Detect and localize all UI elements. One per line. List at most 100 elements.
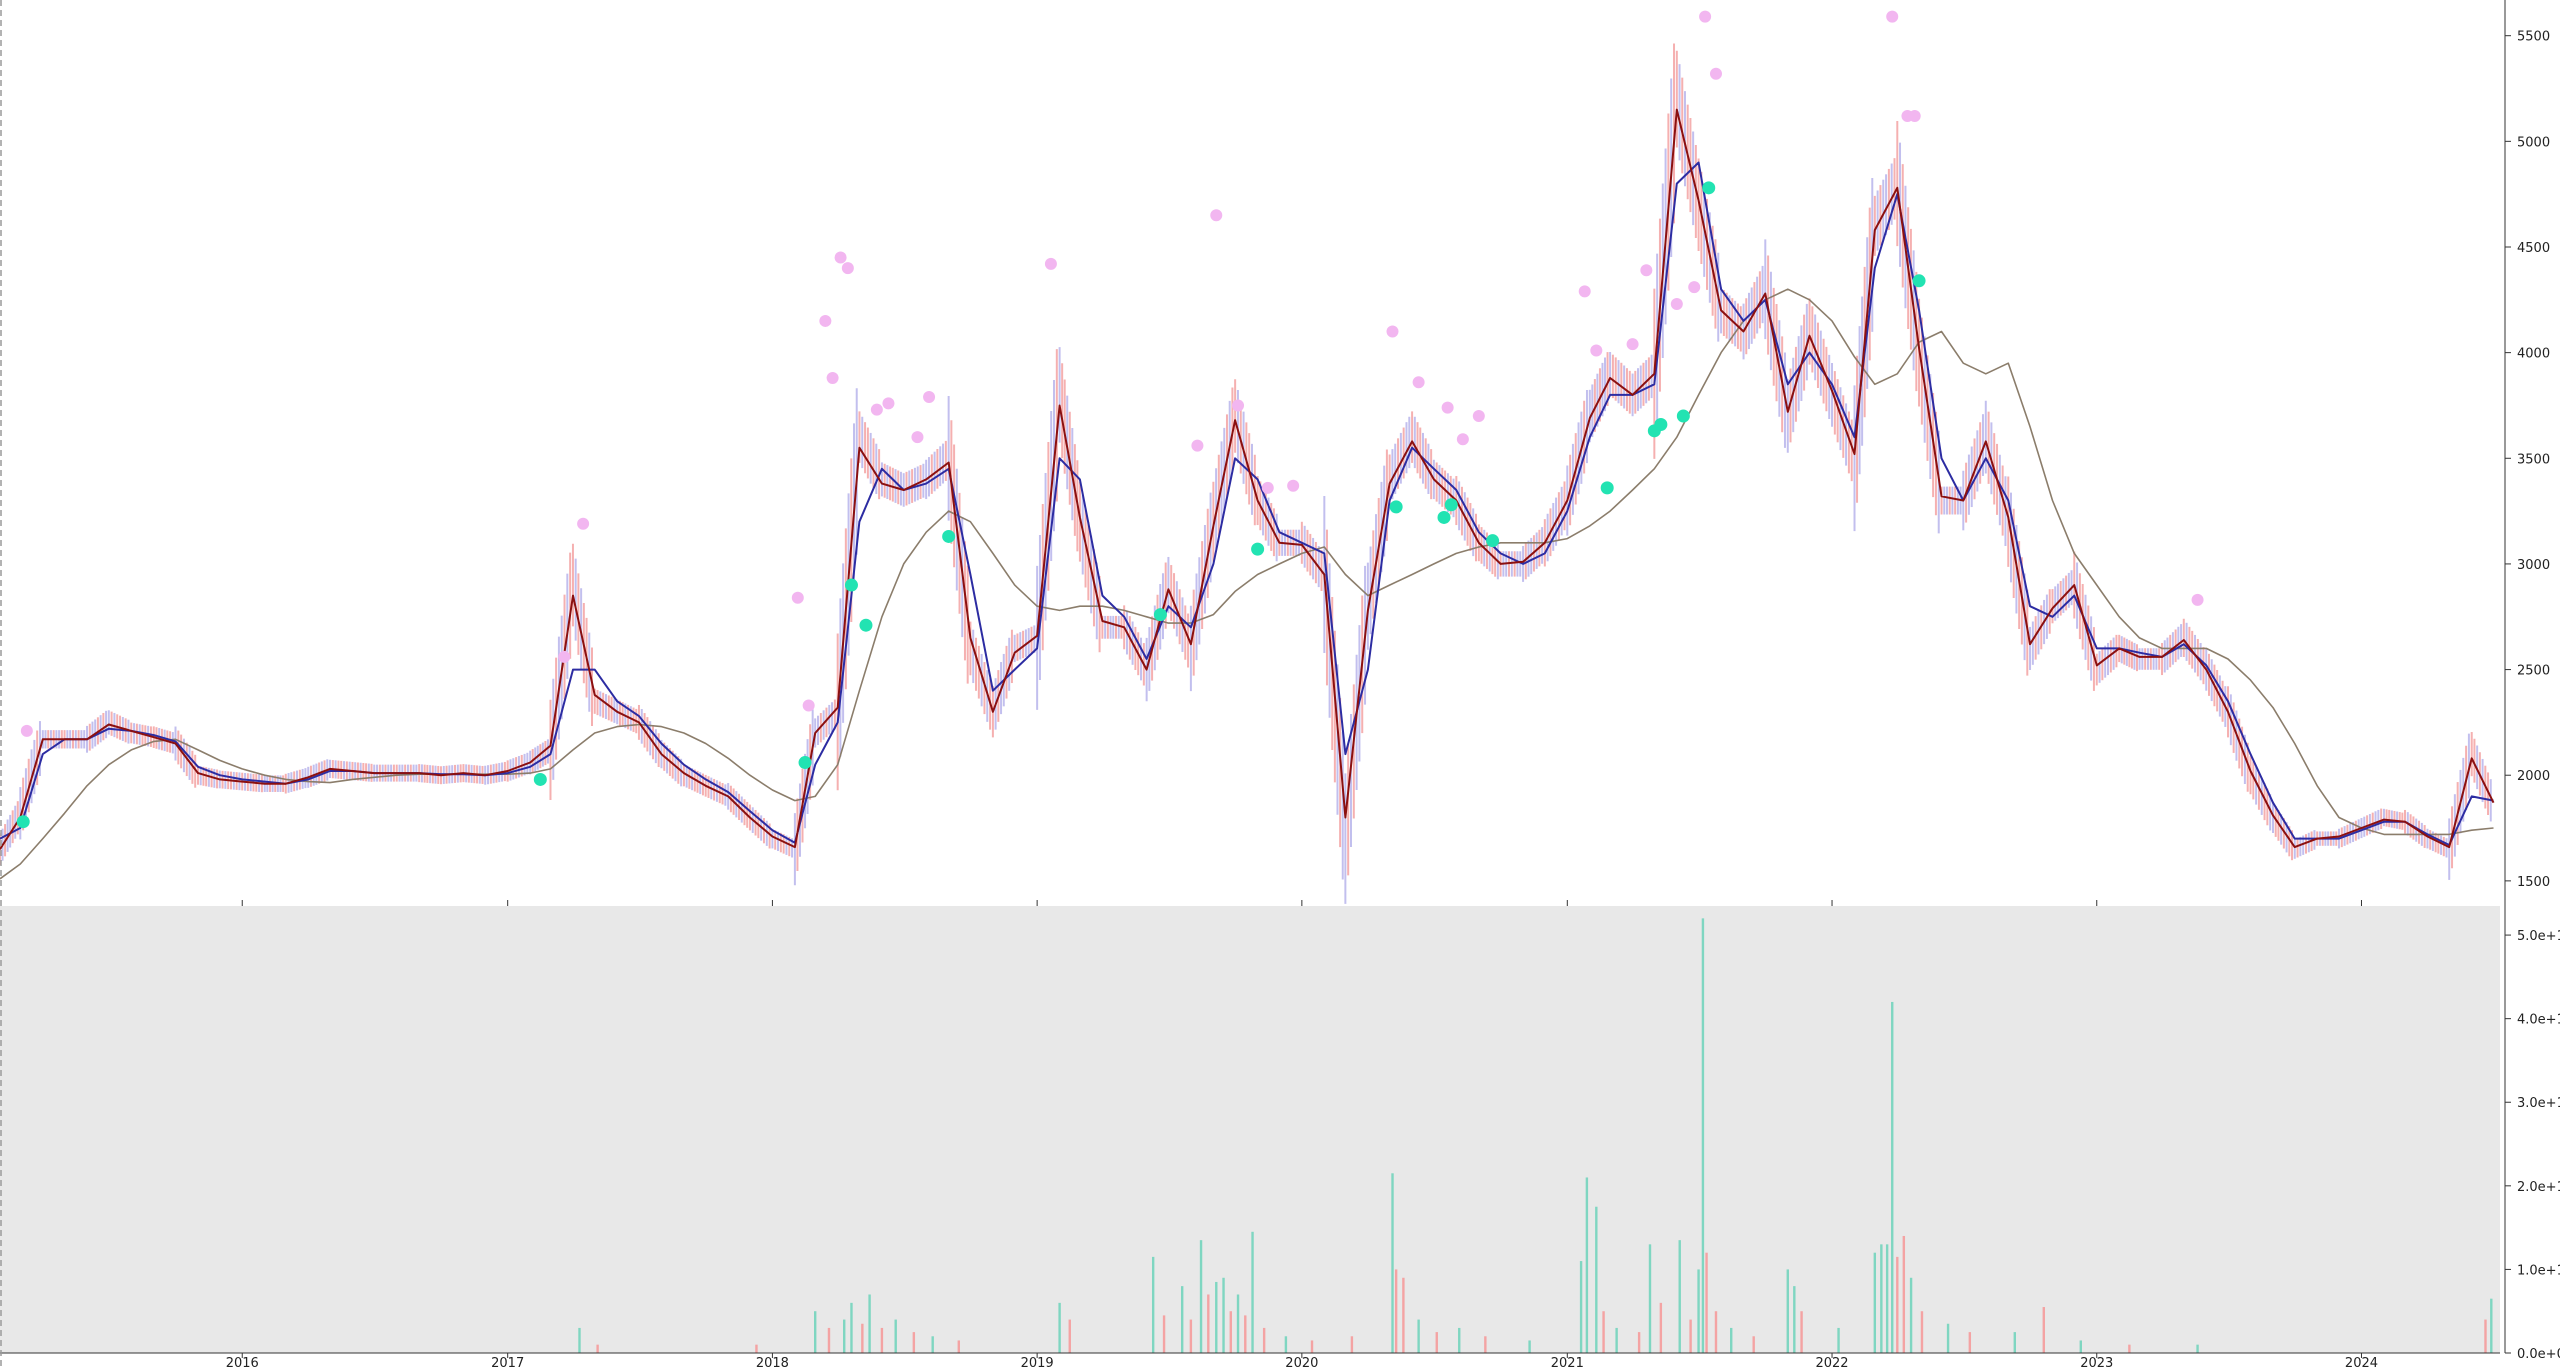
volume-bar bbox=[814, 1311, 817, 1353]
volume-bar bbox=[1714, 1311, 1718, 1353]
high-marker bbox=[1412, 376, 1425, 389]
volume-bar bbox=[2013, 1332, 2016, 1353]
volume-bar bbox=[1229, 1311, 1232, 1353]
high-marker bbox=[911, 431, 924, 444]
volume-bar bbox=[1284, 1336, 1288, 1353]
volume-bar bbox=[1837, 1327, 1840, 1353]
volume-bar bbox=[1873, 1252, 1877, 1353]
volume-bar bbox=[2484, 1319, 2487, 1353]
volume-bar bbox=[1207, 1294, 1210, 1353]
volume-bar bbox=[1946, 1323, 1950, 1353]
signal-marker bbox=[1654, 417, 1668, 431]
volume-bar bbox=[1885, 1244, 1889, 1353]
price-panel: 1500 2000 2500 3000 3500 4000 4500 5000 5500 bbox=[0, 0, 2550, 906]
volume-bar bbox=[1701, 918, 1705, 1353]
x-tick-label: 2023 bbox=[2080, 1356, 2113, 1369]
volume-bar bbox=[1730, 1327, 1733, 1353]
volume-bar bbox=[1262, 1327, 1266, 1353]
volume-bar bbox=[755, 1344, 758, 1353]
volume-bar bbox=[880, 1327, 884, 1353]
fast-ma-line bbox=[0, 108, 2495, 850]
high-marker bbox=[870, 403, 883, 416]
signal-marker bbox=[16, 815, 30, 829]
high-marker bbox=[841, 262, 854, 275]
volume-bar bbox=[1793, 1286, 1796, 1353]
volume-bar bbox=[1602, 1311, 1605, 1353]
high-marker bbox=[882, 397, 895, 410]
high-marker bbox=[2191, 593, 2204, 606]
volume-bar bbox=[1752, 1336, 1755, 1353]
high-marker bbox=[1287, 479, 1300, 492]
volume-bar bbox=[1251, 1231, 1254, 1353]
price-y-tick-label: 3000 bbox=[2517, 558, 2550, 573]
volume-bar bbox=[1310, 1340, 1314, 1353]
high-marker bbox=[1472, 410, 1485, 423]
high-marker bbox=[1232, 399, 1245, 412]
signal-marker bbox=[859, 618, 873, 632]
signal-marker bbox=[1912, 274, 1926, 288]
price-y-tick-label: 4000 bbox=[2517, 347, 2550, 362]
signal-marker bbox=[533, 772, 547, 786]
high-marker bbox=[791, 591, 804, 604]
volume-bar bbox=[1180, 1286, 1184, 1353]
volume-bar bbox=[1595, 1206, 1598, 1353]
volume-panel-background bbox=[0, 906, 2500, 1353]
volume-bar bbox=[1244, 1315, 1247, 1353]
volume-bar bbox=[1417, 1319, 1420, 1353]
volume-bar bbox=[1579, 1261, 1583, 1353]
volume-bar bbox=[2128, 1344, 2131, 1353]
volume-bar bbox=[1896, 1256, 1899, 1353]
signal-marker bbox=[798, 756, 812, 770]
x-tick-label: 2022 bbox=[1815, 1356, 1848, 1369]
high-marker bbox=[923, 391, 936, 404]
volume-bar bbox=[1648, 1244, 1652, 1353]
volume-bar bbox=[868, 1294, 871, 1353]
signal-marker bbox=[1486, 534, 1500, 548]
volume-bar bbox=[578, 1327, 581, 1353]
x-tick-label: 2018 bbox=[756, 1356, 789, 1369]
volume-bar bbox=[1458, 1327, 1461, 1353]
volume-bar bbox=[1786, 1269, 1789, 1353]
volume-bar bbox=[1394, 1269, 1398, 1353]
high-marker bbox=[1640, 264, 1653, 277]
volume-bar bbox=[1435, 1332, 1438, 1353]
markers-layer bbox=[16, 10, 2204, 829]
price-y-tick-label: 3500 bbox=[2517, 452, 2550, 467]
volume-y-tick-label: 4.0e+11 bbox=[2517, 1013, 2560, 1028]
volume-bar bbox=[1402, 1277, 1405, 1353]
volume-bar bbox=[861, 1323, 864, 1353]
volume-bar bbox=[1222, 1277, 1225, 1353]
volume-bar bbox=[1391, 1173, 1394, 1353]
price-y-tick-label: 5500 bbox=[2517, 30, 2550, 45]
volume-y-tick-label: 5.0e+11 bbox=[2517, 929, 2560, 944]
volume-bar bbox=[1151, 1256, 1155, 1353]
volume-bar bbox=[2079, 1340, 2082, 1353]
volume-bars-layer bbox=[578, 918, 2493, 1353]
price-y-tick-label: 2500 bbox=[2517, 664, 2550, 679]
signal-marker bbox=[1389, 500, 1403, 514]
volume-bar bbox=[2042, 1307, 2046, 1353]
volume-bar bbox=[1678, 1240, 1681, 1353]
high-marker bbox=[834, 251, 847, 264]
volume-bar bbox=[1902, 1235, 1906, 1353]
volume-bar bbox=[1058, 1302, 1061, 1353]
high-marker bbox=[1210, 209, 1223, 222]
slow-ma-layer bbox=[0, 288, 2494, 880]
volume-bar bbox=[894, 1319, 897, 1353]
high-marker bbox=[1670, 298, 1683, 311]
volume-bar bbox=[596, 1344, 599, 1353]
volume-bar bbox=[1705, 1252, 1708, 1353]
high-marker bbox=[1044, 257, 1057, 270]
volume-bar bbox=[1199, 1240, 1203, 1353]
volume-y-axis: 0.0e+00 1.0e+11 2.0e+11 3.0e+11 4.0e+11 5.0e+… bbox=[2504, 906, 2560, 1362]
x-tick-label: 2020 bbox=[1285, 1356, 1318, 1369]
volume-bar bbox=[850, 1302, 853, 1353]
price-y-tick-label: 1500 bbox=[2517, 875, 2550, 890]
volume-y-tick-label: 1.0e+11 bbox=[2517, 1263, 2560, 1278]
signal-marker bbox=[1676, 409, 1690, 423]
high-marker bbox=[577, 517, 590, 530]
signal-marker bbox=[942, 529, 956, 543]
volume-bar bbox=[1215, 1281, 1218, 1353]
volume-bar bbox=[2196, 1344, 2199, 1353]
volume-bar bbox=[843, 1319, 846, 1353]
